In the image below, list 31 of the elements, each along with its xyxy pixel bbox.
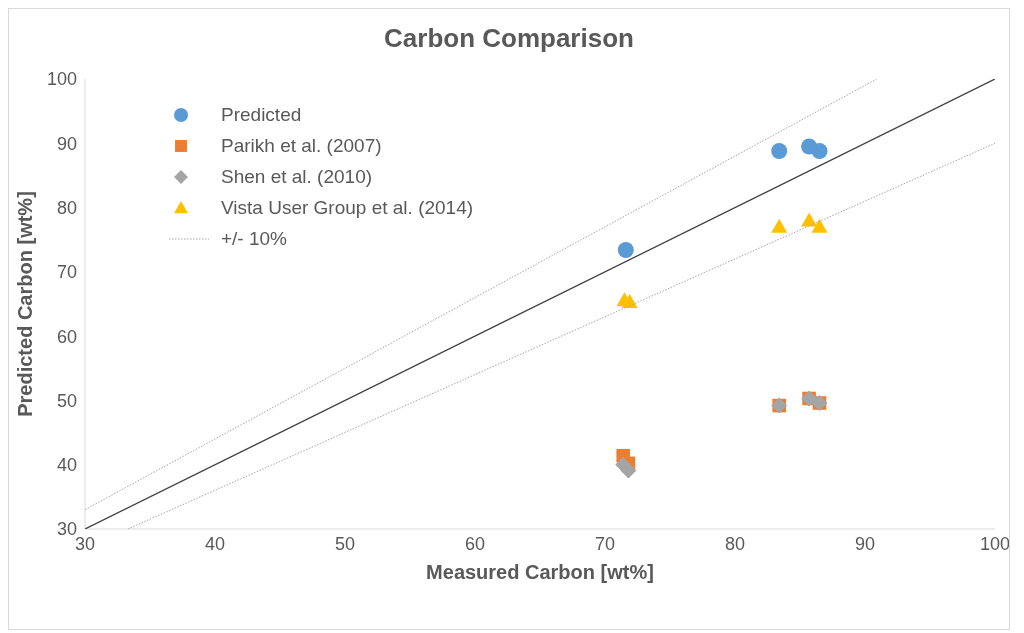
legend-label: Predicted	[221, 103, 302, 127]
legend-label: Shen et al. (2010)	[221, 165, 373, 189]
point	[620, 462, 637, 479]
x-tick-label: 90	[854, 533, 876, 554]
point	[621, 294, 638, 309]
y-tick-label: 40	[56, 455, 77, 476]
y-tick-label: 50	[56, 390, 77, 411]
legend-label: Vista User Group et al. (2014)	[221, 196, 474, 220]
y-tick-label: 80	[56, 197, 77, 218]
y-tick-label: 100	[46, 69, 77, 90]
legend-label: Parikh et al. (2007)	[221, 134, 382, 158]
point	[771, 218, 788, 233]
x-tick-label: 70	[594, 533, 616, 554]
y-axis-title: Predicted Carbon [wt%]	[14, 191, 37, 417]
y-tick-label: 60	[56, 326, 77, 347]
point	[811, 218, 828, 233]
x-tick-label: 40	[204, 533, 226, 554]
chart-title: Carbon Comparison	[383, 23, 635, 54]
x-tick-label: 30	[74, 533, 96, 554]
point	[617, 242, 634, 258]
y-tick-label: 70	[56, 262, 77, 283]
point	[811, 143, 828, 159]
x-tick-label: 80	[724, 533, 746, 554]
x-tick-label: 50	[334, 533, 356, 554]
x-axis-title: Measured Carbon [wt%]	[426, 561, 654, 583]
y-tick-label: 30	[56, 519, 77, 540]
y-tick-label: 90	[56, 133, 77, 154]
x-tick-label: 60	[464, 533, 486, 554]
x-tick-label: 100	[979, 533, 1011, 554]
point	[771, 143, 788, 159]
legend-label: +/- 10%	[221, 227, 288, 251]
